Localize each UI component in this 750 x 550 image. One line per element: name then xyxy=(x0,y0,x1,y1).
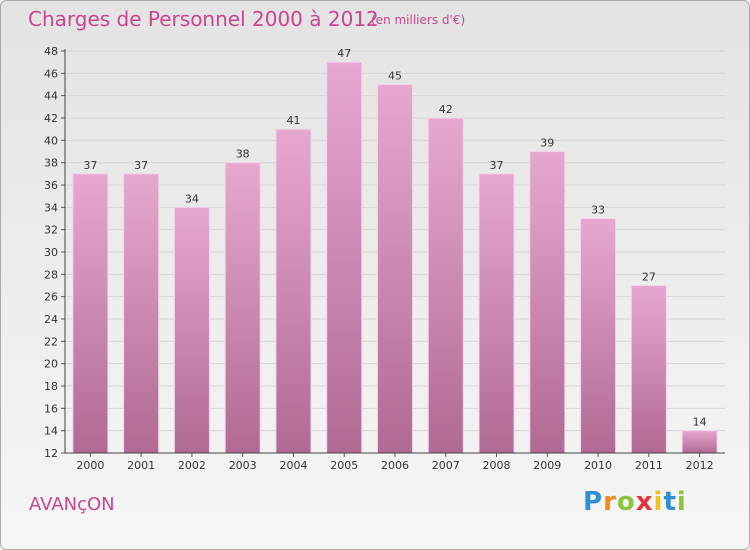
value-label-2009: 39 xyxy=(540,137,554,150)
value-label-2000: 37 xyxy=(83,159,97,172)
y-tick-label: 36 xyxy=(44,179,58,192)
y-tick-label: 22 xyxy=(44,335,58,348)
y-tick-label: 44 xyxy=(44,90,58,103)
bar-2004 xyxy=(275,128,312,454)
x-tick-label-2007: 2007 xyxy=(432,459,460,472)
y-tick-label: 42 xyxy=(44,112,58,125)
y-tick-label: 38 xyxy=(44,157,58,170)
value-label-2007: 42 xyxy=(439,103,453,116)
x-tick-label-2010: 2010 xyxy=(584,459,612,472)
commune-name: AVANçON xyxy=(29,494,115,515)
y-tick-label: 24 xyxy=(44,313,58,326)
bar-2011 xyxy=(630,285,667,454)
y-tick-label: 26 xyxy=(44,291,58,304)
logo-letter: i xyxy=(653,487,664,517)
bar-2012 xyxy=(681,430,718,454)
x-tick-label-2001: 2001 xyxy=(127,459,155,472)
y-tick-label: 28 xyxy=(44,268,58,281)
logo-letter: t xyxy=(663,487,677,517)
chart-title: Charges de Personnel 2000 à 2012 xyxy=(28,7,379,31)
y-tick-label: 18 xyxy=(44,380,58,393)
y-tick-label: 20 xyxy=(44,358,58,371)
value-label-2008: 37 xyxy=(490,159,504,172)
x-tick-label-2012: 2012 xyxy=(686,459,714,472)
x-tick-label-2002: 2002 xyxy=(178,459,206,472)
value-label-2003: 38 xyxy=(236,148,250,161)
bar-2001 xyxy=(123,173,160,454)
y-tick-label: 12 xyxy=(44,447,58,460)
bar-2007 xyxy=(427,117,464,454)
value-label-2012: 14 xyxy=(693,416,707,429)
y-tick-label: 48 xyxy=(44,45,58,58)
bar-2006 xyxy=(376,84,414,454)
value-label-2005: 47 xyxy=(337,47,351,60)
logo-letter: r xyxy=(603,487,617,517)
y-tick-label: 14 xyxy=(44,425,58,438)
bar-2005 xyxy=(326,61,363,454)
x-tick-label-2003: 2003 xyxy=(229,459,257,472)
y-tick-label: 46 xyxy=(44,67,58,80)
value-label-2002: 34 xyxy=(185,192,199,205)
value-label-2011: 27 xyxy=(642,271,656,284)
logo-letter: P xyxy=(583,487,604,517)
y-tick-label: 40 xyxy=(44,134,58,147)
proxiti-logo: Proxiti xyxy=(583,487,687,517)
bar-2003 xyxy=(224,162,261,454)
x-tick-label-2011: 2011 xyxy=(635,459,663,472)
value-label-2006: 45 xyxy=(388,70,402,83)
bar-2002 xyxy=(173,206,210,454)
value-label-2004: 41 xyxy=(286,114,300,127)
x-tick-label-2005: 2005 xyxy=(330,459,358,472)
chart-subtitle: (en milliers d'€) xyxy=(371,13,466,27)
y-tick-label: 34 xyxy=(44,201,58,214)
logo-letter: o xyxy=(616,487,636,517)
y-tick-label: 16 xyxy=(44,402,58,415)
bar-2010 xyxy=(580,218,617,454)
x-tick-label-2000: 2000 xyxy=(76,459,104,472)
bar-2008 xyxy=(478,173,515,454)
logo-letter: i xyxy=(676,487,687,517)
x-tick-label-2009: 2009 xyxy=(533,459,561,472)
x-tick-label-2004: 2004 xyxy=(279,459,307,472)
value-label-2001: 37 xyxy=(134,159,148,172)
bar-2000 xyxy=(72,173,109,454)
y-tick-label: 30 xyxy=(44,246,58,259)
value-label-2010: 33 xyxy=(591,204,605,217)
x-tick-label-2008: 2008 xyxy=(483,459,511,472)
x-tick-label-2006: 2006 xyxy=(381,459,409,472)
bar-2009 xyxy=(529,151,566,454)
y-tick-label: 32 xyxy=(44,224,58,237)
logo-letter: x xyxy=(635,487,654,517)
